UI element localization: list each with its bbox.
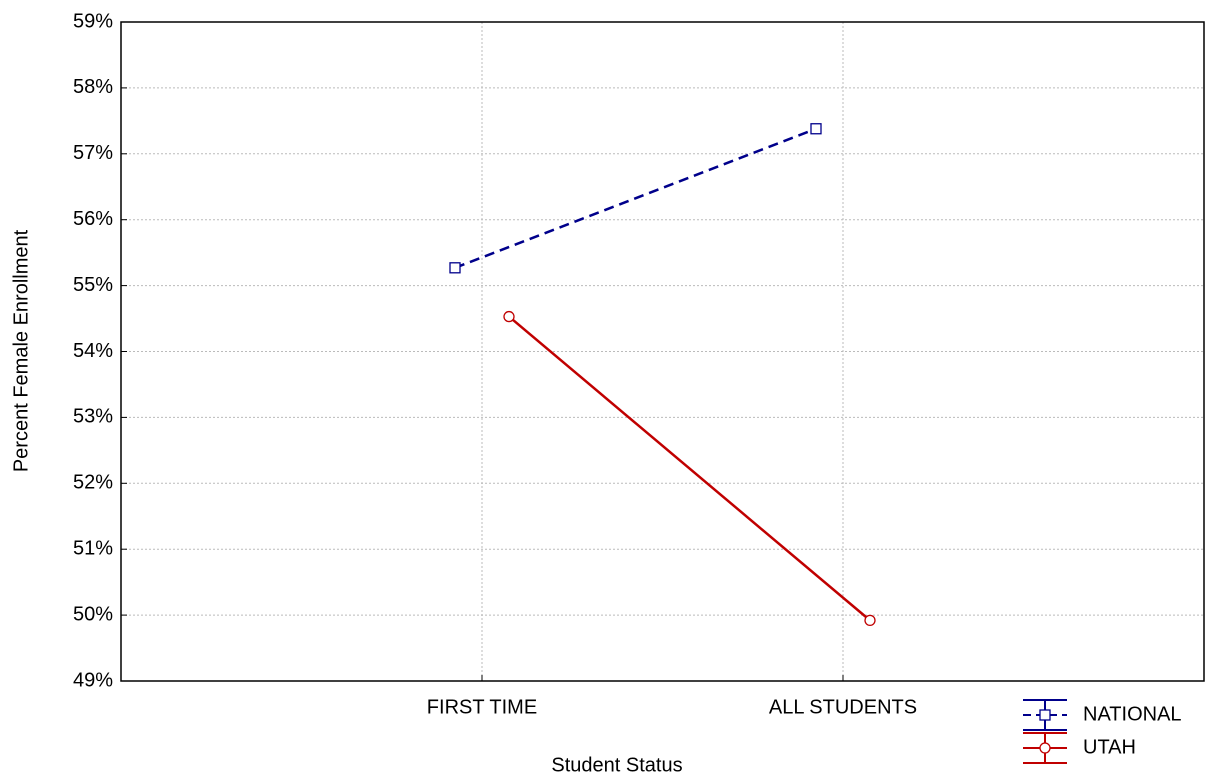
y-tick-label: 50% xyxy=(73,603,113,625)
y-tick-label: 59% xyxy=(73,10,113,32)
y-tick-label: 55% xyxy=(73,274,113,296)
series-line xyxy=(454,127,817,269)
x-tick-label: ALL STUDENTS xyxy=(769,696,917,718)
x-tick-label: FIRST TIME xyxy=(427,696,537,718)
data-point xyxy=(810,123,822,135)
legend-label: UTAH xyxy=(1083,736,1136,758)
y-tick-label: 49% xyxy=(73,669,113,691)
plot-frame xyxy=(120,21,1205,682)
y-tick-label: 51% xyxy=(73,537,113,559)
y-tick-label: 54% xyxy=(73,340,113,362)
data-point xyxy=(449,262,461,274)
y-tick-label: 56% xyxy=(73,208,113,230)
y-tick-label: 58% xyxy=(73,76,113,98)
legend-marker xyxy=(1039,742,1051,754)
y-axis-label: Percent Female Enrollment xyxy=(10,229,32,472)
data-point xyxy=(864,614,876,627)
y-tick-label: 57% xyxy=(73,142,113,164)
legend-label: NATIONAL xyxy=(1083,703,1182,725)
series-line xyxy=(508,315,871,622)
y-tick-label: 53% xyxy=(73,406,113,428)
data-point xyxy=(503,310,515,323)
legend-marker xyxy=(1039,709,1051,721)
x-axis-label: Student Status xyxy=(551,754,682,776)
y-tick-label: 52% xyxy=(73,472,113,494)
